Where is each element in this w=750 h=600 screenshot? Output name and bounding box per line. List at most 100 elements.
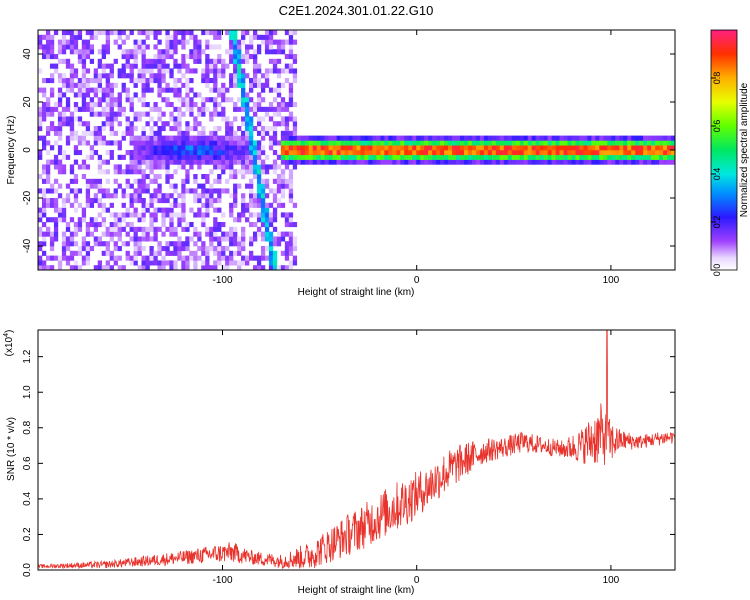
spectrogram-cell	[89, 130, 95, 136]
spectrogram-cell	[81, 159, 87, 165]
spectrogram-cell	[49, 73, 55, 79]
spectrogram-cell	[181, 97, 186, 103]
spectrogram-cell	[229, 44, 234, 50]
spectrogram-cell	[245, 164, 250, 170]
spectrogram-cell	[149, 222, 154, 228]
spectrogram-cell	[213, 30, 218, 36]
spectrogram-cell	[49, 188, 55, 194]
spectrogram-cell	[85, 246, 91, 252]
spectrogram-cell	[404, 145, 409, 151]
spectrogram-cell	[436, 150, 441, 156]
spectrogram-cell	[539, 159, 544, 165]
spectrogram-cell	[229, 202, 234, 208]
spectrogram-cell	[428, 154, 433, 160]
spectrogram-cell	[288, 246, 294, 252]
spectrogram-cell	[655, 159, 660, 165]
spectrogram-cell	[185, 236, 190, 242]
spectrogram-cell	[519, 159, 525, 165]
spectrogram-cell	[615, 159, 620, 165]
spectrogram-cell	[185, 54, 190, 60]
spectrogram-cell	[249, 145, 254, 151]
spectrogram-cell	[173, 87, 178, 93]
spectrogram-cell	[280, 169, 286, 175]
spectrogram-cell	[360, 145, 365, 151]
spectrogram-cell	[129, 68, 134, 74]
spectrogram-cell	[41, 140, 47, 146]
spectrogram-cell	[45, 231, 51, 237]
spectrogram-cell	[185, 97, 190, 103]
spectrogram-cell	[161, 193, 166, 199]
spectrogram-cell	[53, 202, 59, 208]
spectrogram-cell	[181, 159, 186, 165]
spectrogram-cell	[85, 140, 91, 146]
spectrogram-cell	[217, 68, 222, 74]
spectrogram-cell	[113, 140, 118, 146]
spectrogram-cell	[133, 178, 138, 184]
spectrogram-cell	[615, 135, 620, 141]
spectrogram-cell	[61, 82, 67, 88]
spectrogram-cell	[153, 78, 158, 84]
spectrogram-cell	[249, 241, 254, 247]
spectrogram-cell	[241, 212, 246, 218]
spectrogram-cell	[157, 207, 162, 213]
spectrogram-cell	[77, 121, 83, 127]
spectrogram-cell	[225, 121, 230, 127]
spectrogram-cell	[141, 178, 146, 184]
spectrogram-cell	[268, 246, 274, 252]
spectrogram-cell	[181, 202, 186, 208]
spectrogram-cell	[65, 241, 71, 247]
spectrogram-cell	[201, 150, 206, 156]
spectrogram-cell	[467, 140, 473, 146]
spectrogram-cell	[189, 87, 194, 93]
spectrogram-cell	[471, 154, 477, 160]
spectrogram-cell	[189, 49, 194, 55]
spectrogram-cell	[161, 126, 166, 132]
spectrogram-cell	[460, 150, 465, 156]
spectrogram-cell	[444, 140, 449, 146]
spectrogram-cell	[57, 58, 63, 64]
spectrogram-cell	[479, 135, 485, 141]
spectrogram-cell	[615, 154, 620, 160]
chart-title: C2E1.2024.301.01.22.G10	[279, 3, 434, 18]
spectrogram-cell	[209, 169, 214, 175]
spectrogram-cell	[145, 34, 150, 40]
spectrogram-cell	[249, 116, 254, 122]
spectrogram-cell	[173, 159, 178, 165]
spectrogram-cell	[280, 82, 286, 88]
spectrogram-cell	[221, 73, 226, 79]
spectrogram-cell	[296, 150, 302, 156]
spectrogram-cell	[141, 111, 146, 117]
spectrogram-cell	[229, 78, 234, 84]
spectrogram-cell	[181, 150, 186, 156]
spectrogram-cell	[113, 222, 118, 228]
spectrogram-cell	[149, 202, 154, 208]
spectrogram-cell	[137, 154, 142, 160]
spectrogram-cell	[165, 54, 170, 60]
spectrogram-cell	[133, 150, 138, 156]
spectrogram-cell	[324, 135, 329, 141]
spectrogram-cell	[145, 174, 150, 180]
spectrogram-cell	[41, 49, 47, 55]
spectrogram-cell	[38, 34, 43, 40]
spectrogram-cell	[233, 236, 238, 242]
spectrogram-cell	[332, 135, 337, 141]
spectrogram-cell	[97, 82, 102, 88]
snr-x-tick-label: 0	[414, 575, 420, 586]
spectrogram-cell	[272, 63, 278, 69]
spectrogram-cell	[97, 135, 102, 141]
spectrogram-cell	[81, 44, 87, 50]
spectrogram-cell	[105, 92, 110, 98]
spectrogram-cell	[69, 126, 75, 132]
spectrogram-cell	[288, 150, 294, 156]
spectrogram-cell	[276, 174, 282, 180]
spectrogram-cell	[153, 106, 158, 112]
spectrogram-cell	[61, 198, 67, 204]
spectrogram-cell	[125, 222, 130, 228]
spectrogram-cell	[125, 212, 130, 218]
spectrogram-cell	[245, 102, 250, 108]
spectrogram-cell	[193, 193, 198, 199]
spectrogram-cell	[117, 121, 122, 127]
spectrogram-cell	[173, 126, 178, 132]
spectrogram-cell	[105, 246, 110, 252]
spectrogram-cell	[49, 49, 55, 55]
